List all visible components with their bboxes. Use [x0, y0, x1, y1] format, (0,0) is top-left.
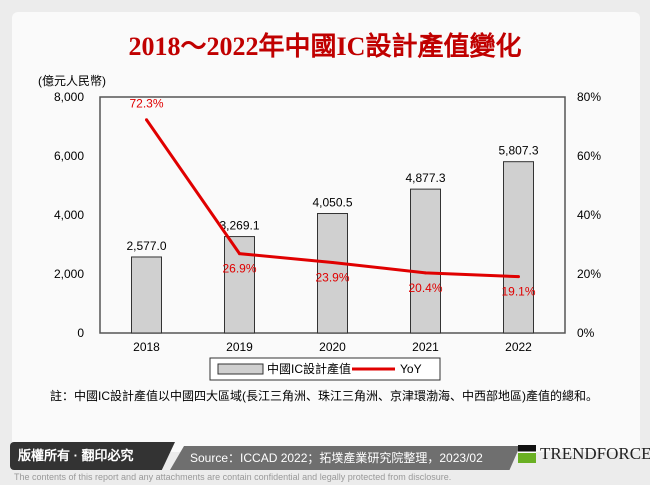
bar: [317, 213, 348, 334]
legend-bar-label: 中國IC設計產值: [267, 361, 351, 376]
x-tick-label: 2019: [226, 340, 253, 354]
y-tick-label: 0: [77, 326, 84, 340]
bar-label: 3,269.1: [219, 219, 259, 233]
bar-label: 4,050.5: [312, 196, 352, 210]
legend-bar-swatch: [217, 363, 264, 375]
yoy-label: 72.3%: [129, 97, 163, 111]
yoy-point: [145, 118, 148, 122]
legend: [209, 357, 441, 381]
x-tick-label: 2022: [505, 340, 532, 354]
y-tick-label: 2,000: [54, 267, 84, 281]
yoy-label: 26.9%: [222, 262, 256, 276]
bar: [410, 188, 441, 334]
x-tick-label: 2018: [133, 340, 160, 354]
bar: [503, 161, 534, 334]
x-tick-label: 2020: [319, 340, 346, 354]
note: 註：中國IC設計產值以中國四大區域(長江三角洲、珠江三角洲、京津環渤海、中西部地…: [50, 389, 598, 403]
bar-label: 5,807.3: [498, 144, 538, 158]
yoy-point: [424, 271, 427, 275]
y-tick-label: 4,000: [54, 208, 84, 222]
bar: [131, 256, 162, 334]
footer: 版權所有 · 翻印必究 Source：ICCAD 2022；拓墣產業研究院整理，…: [10, 442, 650, 470]
bar-label: 4,877.3: [405, 171, 445, 185]
yoy-label: 19.1%: [501, 285, 535, 299]
y2-tick-label: 60%: [577, 149, 601, 163]
trendforce-logo: TRENDFORCE: [518, 444, 650, 464]
yoy-point: [517, 275, 520, 279]
y2-tick-label: 80%: [577, 90, 601, 104]
yoy-label: 23.9%: [315, 270, 349, 284]
y2-tick-label: 40%: [577, 208, 601, 222]
yoy-point: [238, 252, 241, 256]
chart-title: 2018～2022年中國IC設計產值變化: [128, 32, 522, 61]
bar-label: 2,577.0: [126, 239, 166, 253]
yoy-label: 20.4%: [408, 281, 442, 295]
y2-tick-label: 0%: [577, 326, 595, 340]
source: Source：ICCAD 2022；拓墣產業研究院整理，2023/02: [170, 446, 520, 470]
y-tick-label: 6,000: [54, 149, 84, 163]
copyright: 版權所有 · 翻印必究: [10, 442, 175, 470]
y2-tick-label: 20%: [577, 267, 601, 281]
legend-line-label: YoY: [400, 362, 422, 376]
yoy-point: [331, 260, 334, 264]
y-tick-label: 8,000: [54, 90, 84, 104]
logo-icon: [518, 445, 536, 463]
y-axis-unit: (億元人民幣): [38, 74, 106, 88]
x-tick-label: 2021: [412, 340, 439, 354]
disclaimer: The contents of this report and any atta…: [14, 472, 452, 482]
